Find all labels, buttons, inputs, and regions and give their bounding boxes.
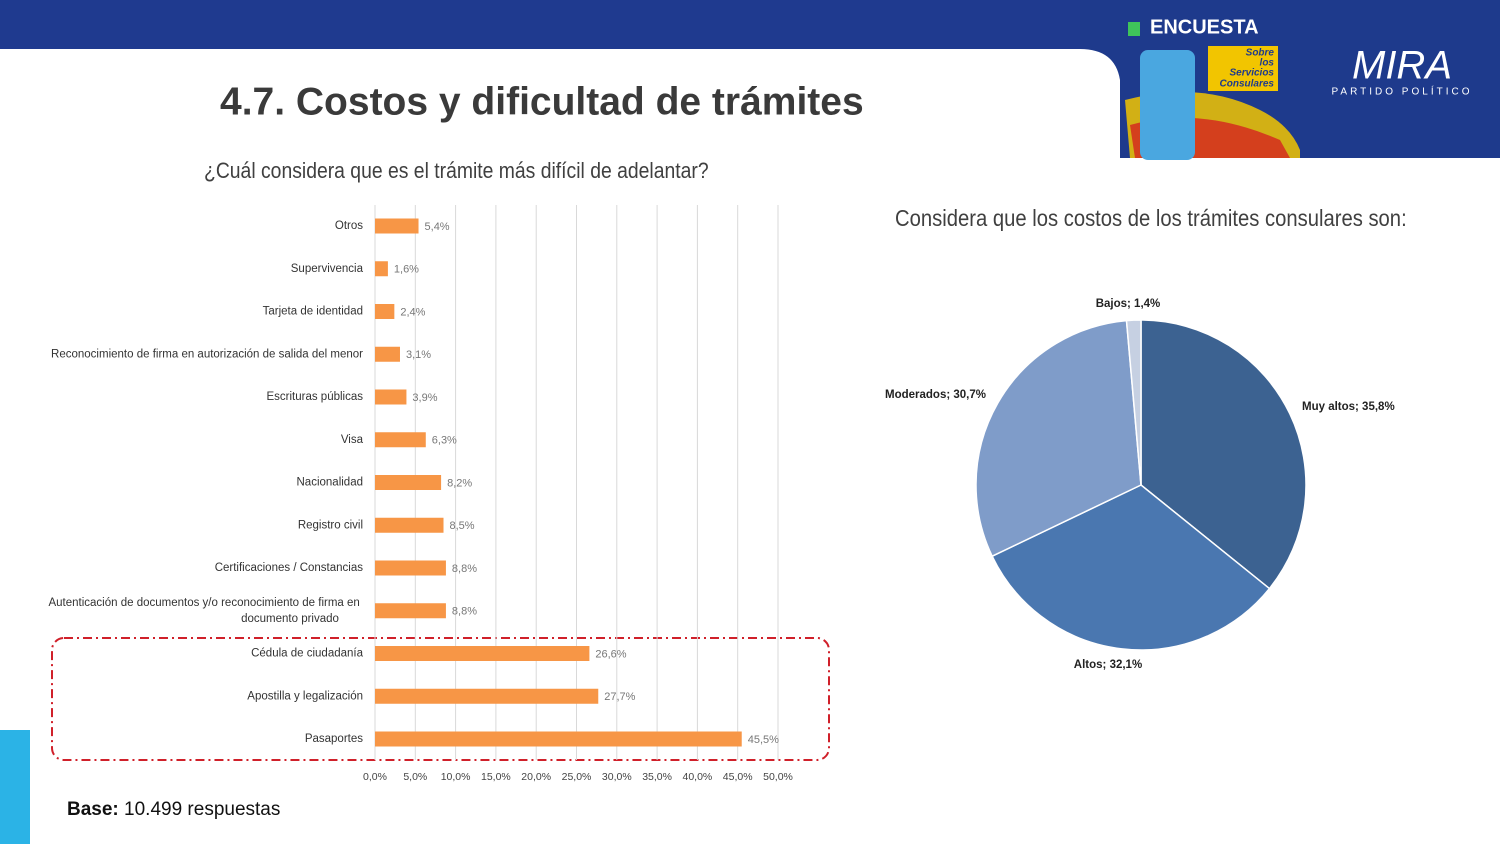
value-label: 8,8% xyxy=(452,563,477,575)
pie-slice xyxy=(975,319,1142,558)
category-label: Apostilla y legalización xyxy=(247,690,363,702)
highlight-box xyxy=(51,637,830,761)
badge-line: Servicios xyxy=(1230,68,1275,79)
brand: ENCUESTA xyxy=(1150,16,1259,38)
category-label: Reconocimiento de firma en autorización … xyxy=(51,348,363,360)
category-label: Tarjeta de identidad xyxy=(263,306,363,318)
category-label: Pasaportes xyxy=(305,733,363,745)
category-label-line: documento privado xyxy=(241,613,339,625)
x-tick-label: 15,0% xyxy=(481,771,511,783)
footer-base-label: Base: xyxy=(67,799,119,820)
pie-slice xyxy=(1140,319,1307,590)
category-label: Otros xyxy=(335,220,363,232)
category-label: Registro civil xyxy=(298,519,363,531)
chart-title: Considera que los costos de los trámites… xyxy=(895,205,1407,232)
pie-slice xyxy=(991,484,1271,651)
category-label-line: Autenticación de documentos y/o reconoci… xyxy=(48,597,363,609)
category-label: Nacionalidad xyxy=(297,477,364,489)
category-label: Escrituras públicas xyxy=(266,391,363,403)
value-label: 3,1% xyxy=(406,349,431,361)
logo-subtitle: PARTIDO POLÍTICO xyxy=(1332,85,1473,98)
slice-label: Altos; 32,1% xyxy=(1074,659,1142,671)
value-label: 8,2% xyxy=(447,477,472,489)
x-tick-label: 0,0% xyxy=(363,771,387,783)
category-label: Cédula de ciudadanía xyxy=(251,648,363,660)
value-label: 1,6% xyxy=(394,264,419,276)
slice-label: Muy altos; 35,8% xyxy=(1302,401,1395,413)
side-accent xyxy=(0,730,30,844)
category-label: Autenticación de documentos y/o reconoci… xyxy=(48,597,363,625)
value-label: 8,8% xyxy=(452,606,477,618)
bar xyxy=(375,346,400,362)
x-tick-label: 35,0% xyxy=(642,771,672,783)
badge-line: Sobre xyxy=(1246,48,1275,59)
badge-line: Consulares xyxy=(1220,79,1275,90)
bar xyxy=(375,304,395,319)
bar xyxy=(375,603,446,619)
value-label: 8,5% xyxy=(450,520,475,532)
badge-line: los xyxy=(1260,58,1275,69)
value-label: 6,3% xyxy=(432,435,457,447)
bar xyxy=(375,261,388,277)
slice-label: Bajos; 1,4% xyxy=(1096,298,1161,310)
phone-icon xyxy=(1140,50,1195,160)
category-label: Certificaciones / Constancias xyxy=(215,562,364,574)
bar xyxy=(375,646,590,661)
value-label: 2,4% xyxy=(400,306,425,318)
slide-title: 4.7. Costos y dificultad de trámites xyxy=(220,80,864,123)
value-label: 5,4% xyxy=(425,221,450,233)
slice-label: Moderados; 30,7% xyxy=(885,389,986,401)
bar xyxy=(375,560,446,576)
x-tick-label: 5,0% xyxy=(403,771,427,783)
x-tick-label: 30,0% xyxy=(602,771,632,783)
x-tick-label: 40,0% xyxy=(683,771,713,783)
bar xyxy=(375,688,599,704)
x-tick-label: 25,0% xyxy=(562,771,592,783)
x-tick-label: 20,0% xyxy=(521,771,551,783)
check-icon xyxy=(1128,22,1140,36)
chart-title: ¿Cuál considera que es el trámite más di… xyxy=(204,159,709,183)
bar xyxy=(375,731,742,747)
value-label: 45,5% xyxy=(748,734,779,746)
x-tick-label: 10,0% xyxy=(441,771,471,783)
category-label: Visa xyxy=(341,434,364,446)
bar xyxy=(375,389,407,405)
badge-box xyxy=(1208,46,1278,91)
bar xyxy=(375,475,442,490)
footer-base: Base: 10.499 respuestas xyxy=(67,799,280,820)
x-tick-label: 50,0% xyxy=(763,771,793,783)
x-tick-label: 45,0% xyxy=(723,771,753,783)
footer-base-text: 10.499 respuestas xyxy=(124,799,280,820)
value-label: 27,7% xyxy=(604,691,635,703)
logo: MIRA xyxy=(1352,44,1452,88)
bar xyxy=(375,218,419,234)
pie-slice xyxy=(1125,319,1142,486)
bar xyxy=(375,432,426,448)
bar xyxy=(375,517,444,533)
value-label: 3,9% xyxy=(412,392,437,404)
category-label: Supervivencia xyxy=(291,263,364,275)
value-label: 26,6% xyxy=(595,648,626,660)
